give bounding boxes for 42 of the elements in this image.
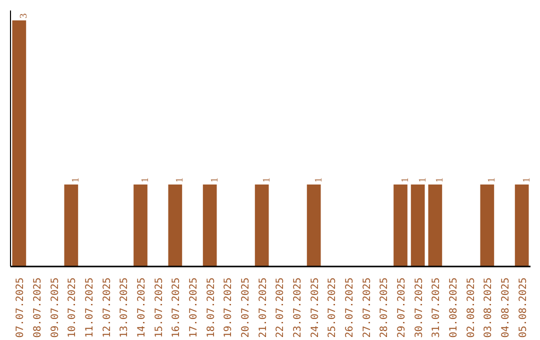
- x-tick-label: 19.07.2025: [223, 277, 234, 338]
- x-tick-label: 13.07.2025: [119, 277, 130, 338]
- x-tick-label: 12.07.2025: [102, 277, 113, 338]
- x-tick-label: 28.07.2025: [379, 277, 390, 338]
- data-label: 1: [434, 177, 446, 182]
- data-label: 3: [18, 13, 30, 18]
- x-tick-label: 09.07.2025: [50, 277, 61, 338]
- data-label: 1: [400, 177, 411, 182]
- data-label: 1: [313, 177, 324, 182]
- x-tick-label: 10.07.2025: [67, 277, 78, 338]
- x-tick-label: 29.07.2025: [396, 277, 408, 338]
- data-label: 1: [261, 177, 272, 182]
- x-tick-label: 08.07.2025: [32, 277, 44, 338]
- data-label: 1: [140, 177, 151, 182]
- x-tick-label: 18.07.2025: [206, 277, 217, 338]
- x-tick-label: 02.08.2025: [466, 277, 477, 338]
- data-label: 1: [209, 177, 220, 182]
- x-tick-label: 22.07.2025: [275, 277, 286, 338]
- x-tick-label: 26.07.2025: [344, 277, 356, 338]
- x-tick-label: 15.07.2025: [154, 277, 165, 338]
- x-tick-label: 16.07.2025: [171, 277, 182, 338]
- x-tick-label: 05.08.2025: [518, 277, 529, 338]
- x-tick-label: 23.07.2025: [292, 277, 304, 338]
- x-tick-label: 21.07.2025: [258, 277, 269, 338]
- x-tick-label: 07.07.2025: [15, 277, 26, 338]
- x-tick-label: 30.07.2025: [414, 277, 425, 338]
- x-tick-label: 25.07.2025: [327, 277, 338, 338]
- x-tick-label: 14.07.2025: [136, 277, 148, 338]
- x-tick-label: 03.08.2025: [483, 277, 494, 338]
- x-tick-label: 31.07.2025: [431, 277, 442, 338]
- data-label: 1: [417, 177, 428, 182]
- data-label: 1: [486, 177, 498, 182]
- x-tick-label: 24.07.2025: [310, 277, 321, 338]
- x-tick-label: 27.07.2025: [362, 277, 373, 338]
- data-label: 1: [521, 177, 532, 182]
- x-tick-label: 01.08.2025: [448, 277, 460, 338]
- x-tick-label: 20.07.2025: [240, 277, 252, 338]
- x-tick-label: 17.07.2025: [188, 277, 200, 338]
- x-tick-label: 11.07.2025: [84, 277, 96, 338]
- data-label: 1: [174, 177, 186, 182]
- x-tick-label: 04.08.2025: [500, 277, 512, 338]
- data-label: 1: [70, 177, 82, 182]
